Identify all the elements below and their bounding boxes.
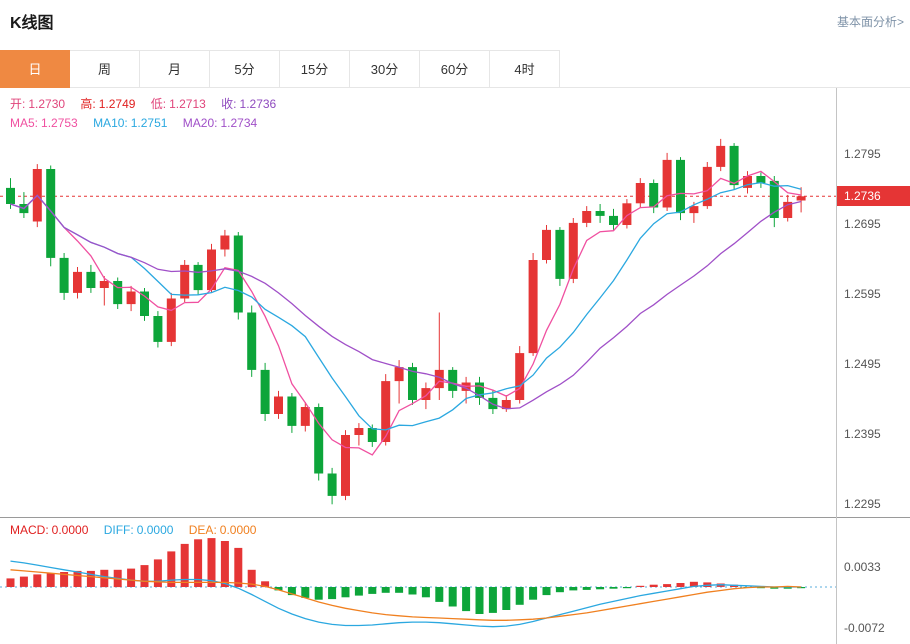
axis-separator (836, 88, 837, 644)
tab-60min[interactable]: 60分 (420, 50, 490, 88)
tab-week[interactable]: 周 (70, 50, 140, 88)
macd-axis-label-upper: 0.0033 (844, 560, 881, 574)
macd-chart[interactable] (0, 518, 836, 644)
current-price-tag: 1.2736 (837, 186, 910, 206)
tab-30min[interactable]: 30分 (350, 50, 420, 88)
y-axis-label: 1.2395 (844, 427, 881, 441)
macd-axis-label-lower: -0.0072 (844, 621, 885, 635)
y-axis-label: 1.2695 (844, 217, 881, 231)
tab-15min[interactable]: 15分 (280, 50, 350, 88)
tab-5min[interactable]: 5分 (210, 50, 280, 88)
candlestick-chart[interactable] (0, 88, 836, 518)
fundamental-analysis-link[interactable]: 基本面分析> (836, 15, 904, 29)
tab-4hour[interactable]: 4时 (490, 50, 560, 88)
panel-divider (0, 517, 910, 518)
y-axis-label: 1.2595 (844, 287, 881, 301)
page-title: K线图 (10, 15, 54, 32)
y-axis-label: 1.2295 (844, 497, 881, 511)
tab-day[interactable]: 日 (0, 50, 70, 88)
y-axis-label: 1.2495 (844, 357, 881, 371)
timeframe-tabs: 日 周 月 5分 15分 30分 60分 4时 (0, 50, 910, 88)
tab-month[interactable]: 月 (140, 50, 210, 88)
y-axis-label: 1.2795 (844, 147, 881, 161)
